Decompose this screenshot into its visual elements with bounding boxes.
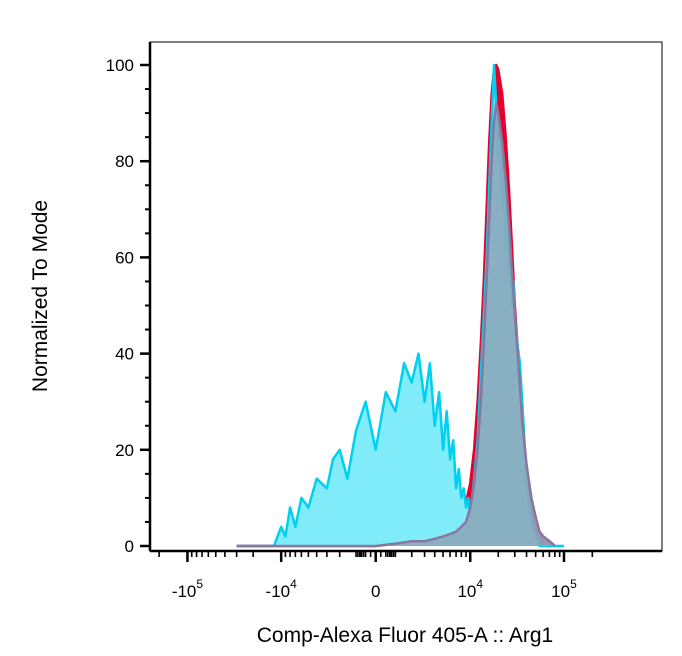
x-tick-label-2: 0 [371,582,380,601]
x-axis-label: Comp-Alexa Fluor 405-A :: Arg1 [257,624,553,647]
y-axis-label: Normalized To Mode [29,200,52,392]
y-tick-label-80: 80 [115,152,134,171]
x-tick-label-0: -105 [172,577,204,601]
series-layer [236,63,564,548]
y-tick-label-100: 100 [106,56,134,75]
x-tick-label-4: 105 [551,577,577,601]
y-tick-label-40: 40 [115,345,134,364]
series-2-area [236,103,555,546]
y-tick-label-20: 20 [115,441,134,460]
x-tick-label-3: 104 [457,577,483,601]
series-2-line [236,102,556,548]
x-tick-label-1: -104 [266,577,298,601]
tick-layer: 0 20 40 60 80 100 -105 -104 0 104 105 [106,56,594,601]
y-tick-label-0: 0 [125,537,134,556]
y-tick-label-60: 60 [115,248,134,267]
